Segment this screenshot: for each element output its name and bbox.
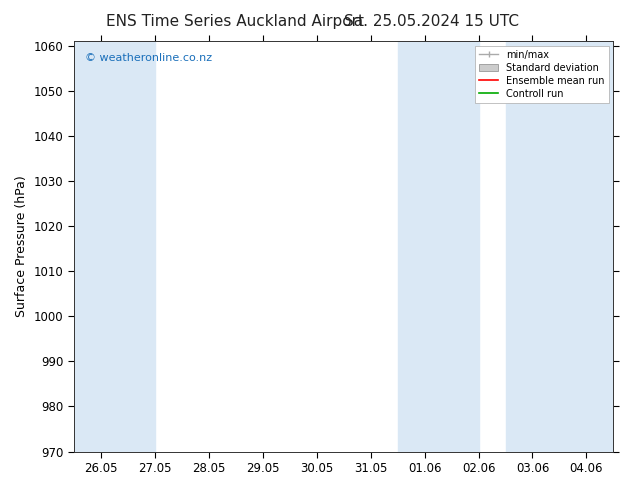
- Text: © weatheronline.co.nz: © weatheronline.co.nz: [84, 53, 212, 63]
- Y-axis label: Surface Pressure (hPa): Surface Pressure (hPa): [15, 175, 28, 317]
- Bar: [505, 41, 614, 452]
- Text: ENS Time Series Auckland Airport: ENS Time Series Auckland Airport: [106, 14, 363, 29]
- Legend: min/max, Standard deviation, Ensemble mean run, Controll run: min/max, Standard deviation, Ensemble me…: [475, 46, 609, 102]
- Bar: [398, 41, 479, 452]
- Text: Sa. 25.05.2024 15 UTC: Sa. 25.05.2024 15 UTC: [344, 14, 519, 29]
- Bar: [74, 41, 155, 452]
